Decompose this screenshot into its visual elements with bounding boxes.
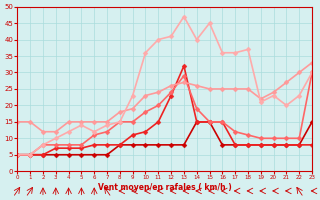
X-axis label: Vent moyen/en rafales ( km/h ): Vent moyen/en rafales ( km/h ) [98,183,232,192]
